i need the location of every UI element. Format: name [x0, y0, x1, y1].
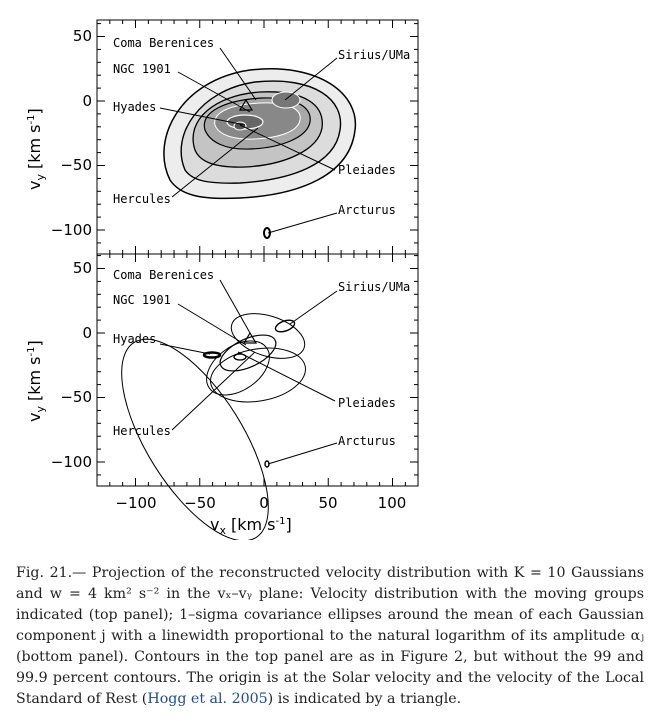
citation-year-link[interactable]: 2005	[231, 691, 268, 707]
citation-link[interactable]: Hogg et al.	[147, 691, 228, 707]
label-hercules-top: Hercules	[113, 192, 171, 206]
caption-line-1: Fig. 21.— Projection of the reconstructe…	[16, 565, 644, 602]
ellipse-core	[233, 353, 247, 361]
ellipse-pleiades	[210, 347, 306, 403]
top-panel: Coma Berenices NGC 1901 Hyades Hercules …	[51, 19, 419, 255]
y-axis-title-bottom: vy[km s-1]	[25, 340, 47, 422]
label-sirius-top: Sirius/UMa	[338, 48, 410, 62]
caption-line-3: (top panel); 1–sigma covariance ellipses…	[16, 607, 644, 644]
y-axis-title-top: vy[km s-1]	[25, 108, 47, 190]
label-hyades-top: Hyades	[113, 100, 156, 114]
ellipse-hercules	[121, 338, 269, 540]
ellipse-sirius-small	[274, 319, 296, 333]
ytick-bottom-m100: −100	[51, 453, 92, 471]
label-sirius-bottom: Sirius/UMa	[338, 280, 410, 294]
ellipse-hyades-a	[206, 340, 270, 396]
ytick-top-m50: −50	[60, 156, 92, 174]
x-axis-title: vx [km s-1]	[210, 515, 292, 537]
label-hercules-bottom: Hercules	[113, 424, 171, 438]
ytick-bottom-0: 0	[82, 324, 92, 342]
caption-line-4: with a linewidth proportional to the nat…	[16, 628, 644, 665]
xtick-0: 0	[259, 494, 269, 512]
caption-line-2: w = 4 km² s⁻² in the vₓ–vᵧ plane: Veloci…	[16, 586, 644, 623]
ellipse-hyades-b	[219, 334, 277, 372]
velocity-figure: Coma Berenices NGC 1901 Hyades Hercules …	[25, 19, 419, 540]
label-pleiades-top: Pleiades	[338, 163, 396, 177]
label-hyades-bottom: Hyades	[113, 332, 156, 346]
ytick-bottom-m50: −50	[60, 388, 92, 406]
figure-caption: Fig. 21.— Projection of the reconstructe…	[16, 563, 644, 710]
label-arcturus-bottom: Arcturus	[338, 434, 396, 448]
caption-line-7: ) is indicated by a triangle.	[267, 691, 462, 707]
caption-line-6: The origin is at the Solar velocity and …	[16, 670, 644, 707]
ellipse-hyades-thick	[202, 351, 222, 359]
label-pleiades-bottom: Pleiades	[338, 396, 396, 410]
xtick-100: 100	[378, 494, 407, 512]
caption-line-5: Contours in the top panel are as in Figu…	[16, 649, 644, 686]
label-ngc-bottom: NGC 1901	[113, 293, 171, 307]
xtick-m50: −50	[184, 494, 216, 512]
ytick-top-m100: −100	[51, 221, 92, 239]
arcturus-blob	[263, 227, 271, 239]
xtick-m100: −100	[115, 494, 156, 512]
ytick-top-50: 50	[73, 27, 92, 45]
xtick-50: 50	[318, 494, 337, 512]
lsr-triangle-bottom	[242, 331, 258, 344]
density-peak-core	[233, 121, 247, 131]
label-coma-top: Coma Berenices	[113, 36, 214, 50]
ytick-bottom-50: 50	[73, 259, 92, 277]
ellipse-sirius-large	[230, 313, 306, 359]
bottom-panel: Coma Berenices NGC 1901 Hyades Hercules …	[51, 253, 419, 540]
label-coma-bottom: Coma Berenices	[113, 268, 214, 282]
label-ngc-top: NGC 1901	[113, 62, 171, 76]
density-peak-sirius	[271, 91, 301, 109]
ytick-top-0: 0	[82, 92, 92, 110]
label-arcturus-top: Arcturus	[338, 203, 396, 217]
